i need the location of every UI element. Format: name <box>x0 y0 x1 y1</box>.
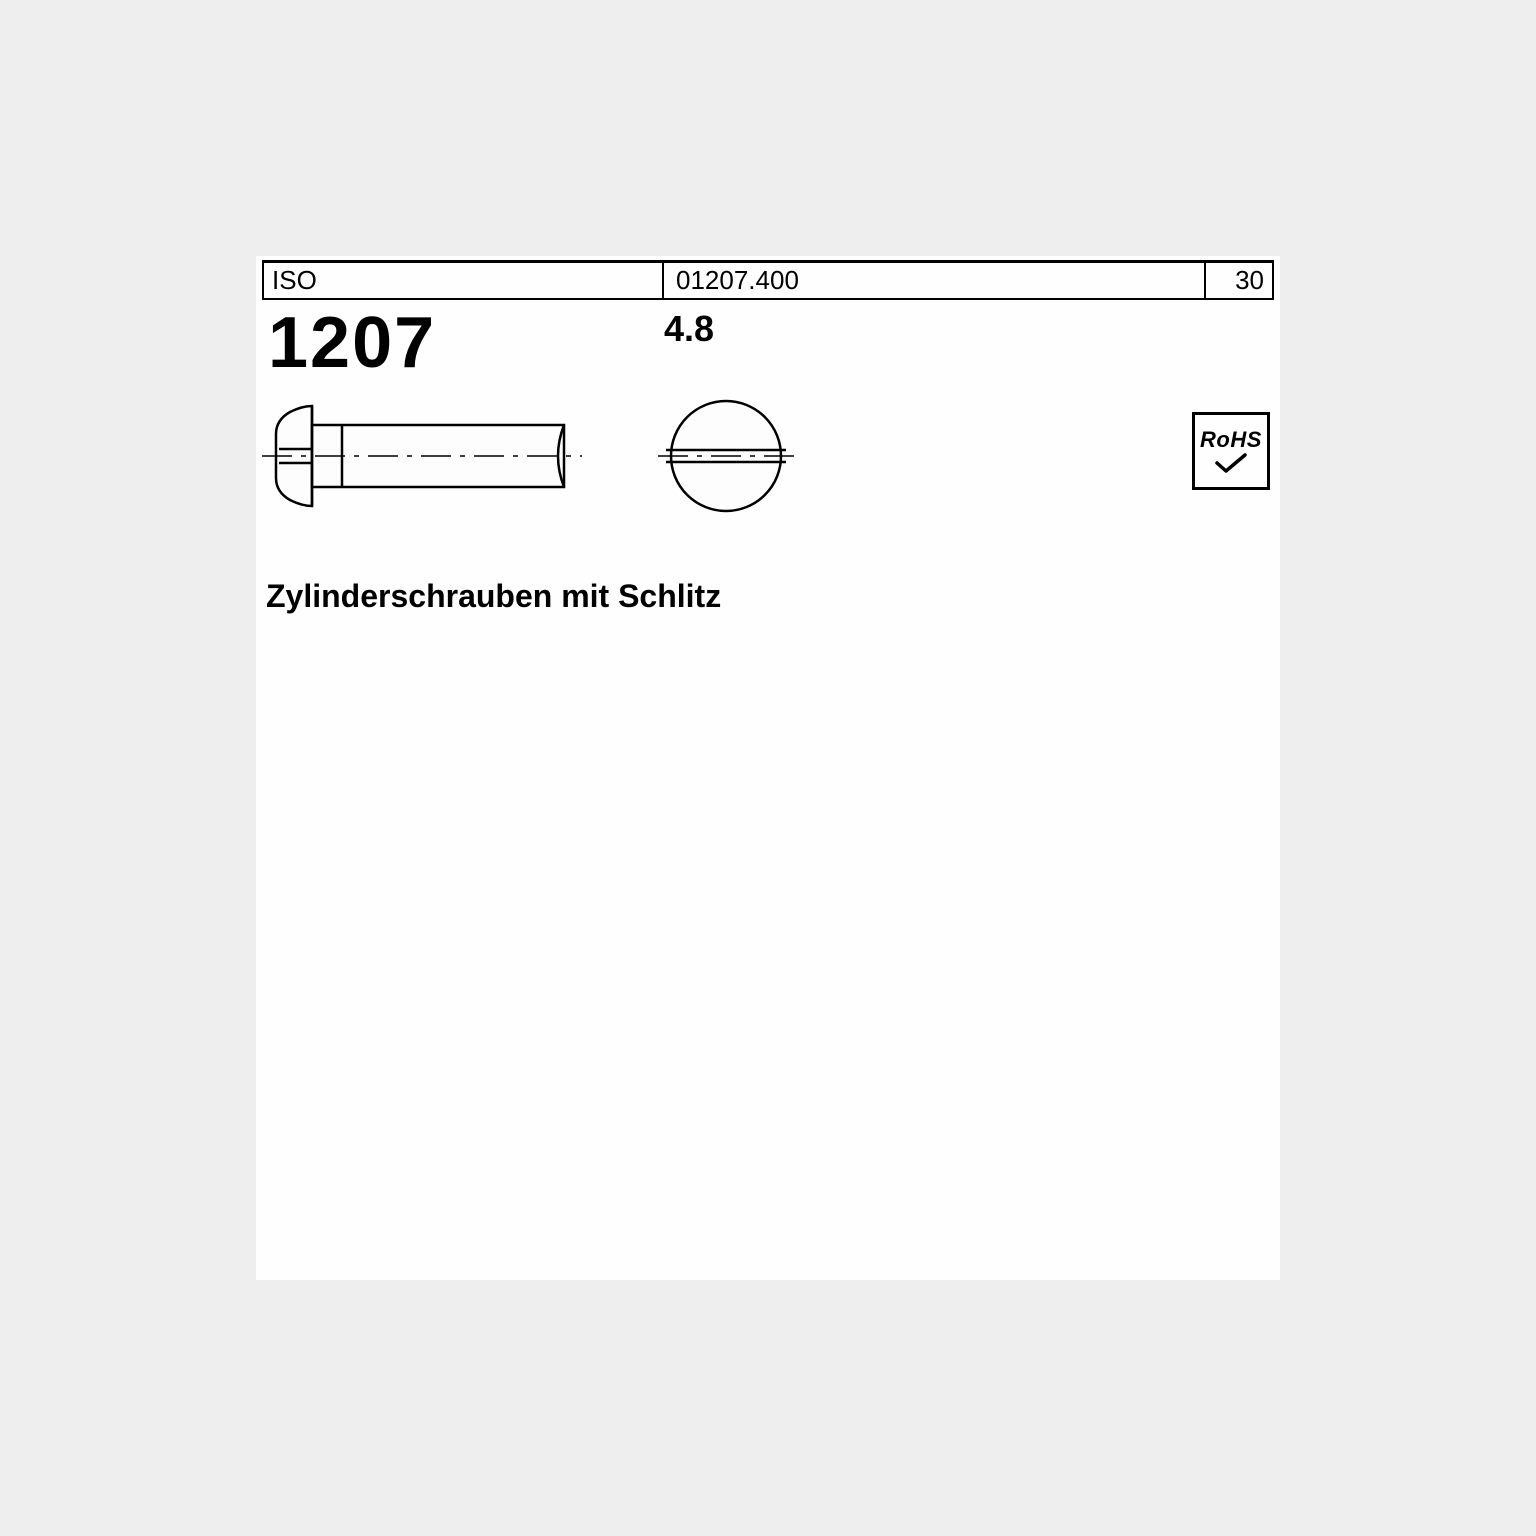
header-cell-qty: 30 <box>1235 263 1264 298</box>
rohs-label: RoHS <box>1200 427 1262 453</box>
content-region: ISO 01207.400 30 1207 4.8 RoHS <box>256 256 1280 696</box>
header-divider-2 <box>1204 263 1206 298</box>
product-card: ISO 01207.400 30 1207 4.8 RoHS <box>256 256 1280 1280</box>
rohs-badge: RoHS <box>1192 412 1270 490</box>
screw-diagram <box>256 256 956 586</box>
check-icon <box>1214 453 1248 475</box>
product-description: Zylinderschrauben mit Schlitz <box>266 578 721 615</box>
